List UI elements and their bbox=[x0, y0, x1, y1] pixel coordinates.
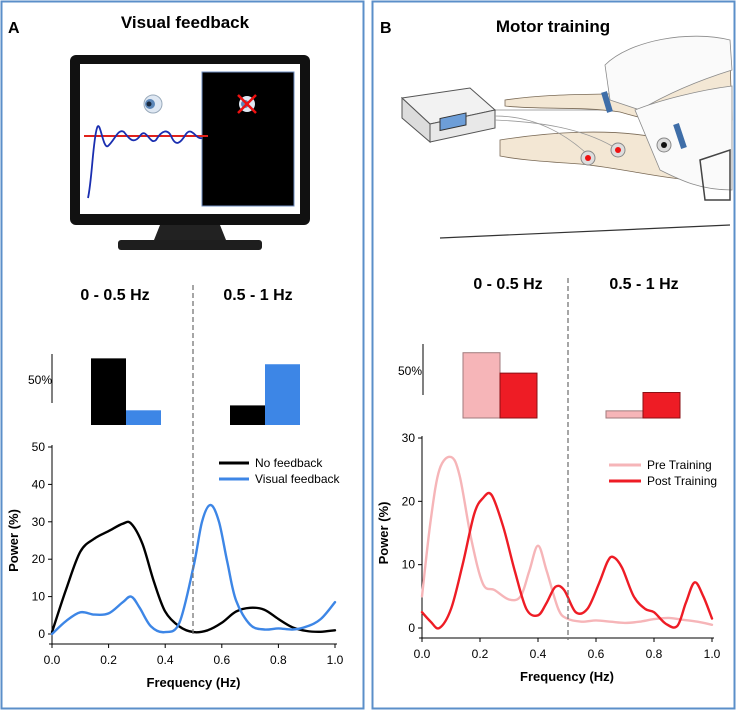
y-tick-label: 0 bbox=[38, 627, 45, 641]
y-tick-label: 10 bbox=[32, 590, 46, 604]
x-tick-label: 0.0 bbox=[414, 647, 431, 661]
series-line-no-feedback bbox=[50, 520, 337, 634]
x-tick-label: 0.8 bbox=[646, 647, 663, 661]
x-tick-label: 0.0 bbox=[44, 653, 61, 667]
panel-a-band-high: 0.5 - 1 Hz bbox=[223, 287, 292, 304]
x-tick-label: 0.6 bbox=[213, 653, 230, 667]
panel-a-band-low: 0 - 0.5 Hz bbox=[80, 287, 149, 304]
panel-a-letter: A bbox=[8, 20, 20, 37]
bar-visual-feedback-high-band bbox=[265, 364, 300, 425]
x-tick-label: 0.2 bbox=[100, 653, 117, 667]
panel-a-bar-chart bbox=[91, 358, 300, 425]
y-tick-label: 20 bbox=[32, 552, 46, 566]
bar-visual-feedback-low-band bbox=[126, 410, 161, 425]
bar-pre-training-high-band bbox=[605, 410, 644, 419]
bar-no-feedback-low-band bbox=[91, 358, 126, 425]
panel-a-scale-label: 50% bbox=[28, 373, 52, 387]
y-tick-label: 30 bbox=[32, 515, 46, 529]
panel-b-band-high: 0.5 - 1 Hz bbox=[609, 276, 678, 293]
bar-pre-training-low-band bbox=[462, 352, 501, 419]
series-line-post-training bbox=[420, 491, 714, 630]
stimulator-device bbox=[400, 87, 497, 144]
y-tick-label: 30 bbox=[402, 431, 416, 445]
x-tick-label: 0.6 bbox=[588, 647, 605, 661]
series-line-pre-training bbox=[420, 455, 714, 626]
legend-label: Pre Training bbox=[647, 458, 712, 472]
x-tick-label: 0.4 bbox=[157, 653, 174, 667]
y-axis-label: Power (%) bbox=[6, 509, 21, 572]
y-tick-label: 40 bbox=[32, 477, 46, 491]
series-line-visual-feedback bbox=[50, 503, 337, 636]
panel-b-line-chart: 0 10 20 30 0.0 0.2 0.4 0.6 0.8 1.0 Frequency (Hz) P… bbox=[376, 431, 721, 684]
panel-b-scale-label: 50% bbox=[398, 364, 422, 378]
x-axis-label: Frequency (Hz) bbox=[520, 669, 614, 684]
bar-no-feedback-high-band bbox=[230, 405, 265, 425]
bar-post-training-low-band bbox=[499, 372, 538, 419]
arm-stimulation-illustration bbox=[400, 35, 733, 241]
x-tick-label: 0.2 bbox=[472, 647, 489, 661]
x-tick-label: 1.0 bbox=[327, 653, 344, 667]
monitor-illustration bbox=[70, 55, 310, 250]
x-tick-label: 0.8 bbox=[270, 653, 287, 667]
panel-b-frame bbox=[371, 0, 736, 710]
panel-a-line-chart: 0 10 20 30 40 50 0.0 0.2 0.4 0.6 0.8 1.0 Frequency (… bbox=[6, 440, 344, 690]
bar-post-training-high-band bbox=[642, 392, 681, 419]
panel-b-band-low: 0 - 0.5 Hz bbox=[473, 276, 542, 293]
y-tick-label: 0 bbox=[408, 621, 415, 635]
y-tick-label: 10 bbox=[402, 558, 416, 572]
panel-b-title: Motor training bbox=[496, 17, 610, 36]
legend-label: No feedback bbox=[255, 456, 323, 470]
crossed-eye-icon bbox=[237, 94, 257, 114]
x-tick-label: 1.0 bbox=[704, 647, 721, 661]
y-axis-label: Power (%) bbox=[376, 502, 391, 565]
panel-a-frame bbox=[0, 0, 365, 710]
panel-b-letter: B bbox=[380, 20, 392, 37]
y-tick-label: 50 bbox=[32, 440, 46, 454]
legend-label: Post Training bbox=[647, 474, 717, 488]
legend-label: Visual feedback bbox=[255, 472, 341, 486]
panel-a-title: Visual feedback bbox=[121, 13, 250, 32]
x-tick-label: 0.4 bbox=[530, 647, 547, 661]
x-axis-label: Frequency (Hz) bbox=[147, 675, 241, 690]
eye-icon bbox=[143, 94, 163, 114]
panel-b-bar-chart bbox=[462, 352, 681, 419]
y-tick-label: 20 bbox=[402, 494, 416, 508]
